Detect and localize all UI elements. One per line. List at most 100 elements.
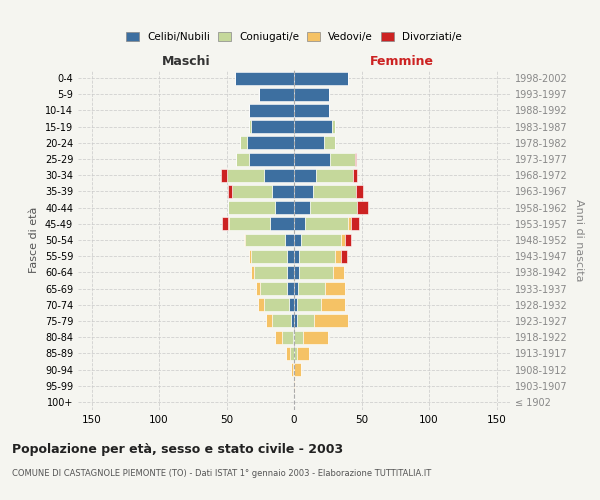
Bar [251, 266, 254, 279]
Bar [270, 218, 294, 230]
Bar [294, 120, 332, 133]
Bar [229, 218, 270, 230]
Bar [298, 282, 325, 295]
Bar [287, 282, 294, 295]
Bar [294, 298, 296, 311]
Bar [235, 72, 294, 85]
Bar [304, 330, 328, 344]
Bar [256, 282, 260, 295]
Bar [348, 218, 350, 230]
Bar [236, 152, 250, 166]
Bar [245, 234, 284, 246]
Y-axis label: Fasce di età: Fasce di età [29, 207, 39, 273]
Bar [324, 136, 335, 149]
Bar [254, 266, 287, 279]
Bar [228, 218, 229, 230]
Bar [223, 218, 228, 230]
Bar [294, 250, 299, 262]
Bar [287, 266, 294, 279]
Bar [294, 363, 301, 376]
Bar [265, 169, 294, 181]
Bar [310, 201, 358, 214]
Bar [294, 379, 295, 392]
Bar [282, 330, 293, 344]
Bar [275, 201, 294, 214]
Bar [251, 120, 294, 133]
Bar [346, 234, 350, 246]
Bar [350, 218, 359, 230]
Bar [286, 347, 290, 360]
Bar [325, 282, 346, 295]
Bar [331, 152, 355, 166]
Bar [335, 250, 341, 262]
Bar [294, 72, 348, 85]
Bar [250, 152, 294, 166]
Bar [294, 104, 329, 117]
Bar [291, 363, 293, 376]
Bar [257, 298, 265, 311]
Bar [294, 136, 324, 149]
Bar [275, 330, 282, 344]
Bar [228, 201, 275, 214]
Bar [250, 120, 251, 133]
Bar [294, 234, 301, 246]
Bar [272, 314, 292, 328]
Bar [294, 88, 329, 101]
Bar [247, 136, 294, 149]
Legend: Celibi/Nubili, Coniugati/e, Vedovi/e, Divorziati/e: Celibi/Nubili, Coniugati/e, Vedovi/e, Di… [122, 28, 466, 46]
Bar [240, 136, 247, 149]
Bar [299, 266, 333, 279]
Bar [358, 201, 368, 214]
Bar [294, 282, 298, 295]
Bar [294, 169, 316, 181]
Bar [294, 347, 296, 360]
Bar [260, 282, 287, 295]
Text: Popolazione per età, sesso e stato civile - 2003: Popolazione per età, sesso e stato civil… [12, 442, 343, 456]
Text: Femmine: Femmine [370, 56, 434, 68]
Bar [294, 314, 296, 328]
Bar [250, 104, 294, 117]
Bar [301, 234, 341, 246]
Text: Maschi: Maschi [161, 56, 211, 68]
Bar [299, 250, 335, 262]
Bar [284, 234, 294, 246]
Bar [266, 314, 272, 328]
Bar [259, 88, 294, 101]
Bar [355, 152, 356, 166]
Bar [221, 169, 227, 181]
Bar [290, 347, 294, 360]
Bar [314, 314, 348, 328]
Bar [316, 169, 353, 181]
Y-axis label: Anni di nascita: Anni di nascita [574, 198, 584, 281]
Bar [294, 152, 331, 166]
Bar [272, 185, 294, 198]
Bar [294, 330, 304, 344]
Bar [313, 185, 356, 198]
Bar [305, 218, 348, 230]
Bar [321, 298, 346, 311]
Bar [294, 185, 313, 198]
Bar [333, 266, 344, 279]
Bar [332, 120, 335, 133]
Bar [341, 234, 346, 246]
Bar [232, 185, 272, 198]
Bar [250, 250, 251, 262]
Bar [228, 185, 232, 198]
Bar [294, 266, 299, 279]
Bar [244, 234, 245, 246]
Bar [353, 169, 358, 181]
Bar [287, 250, 294, 262]
Bar [227, 169, 265, 181]
Bar [296, 314, 314, 328]
Bar [296, 298, 321, 311]
Bar [294, 218, 305, 230]
Bar [356, 185, 363, 198]
Bar [251, 250, 287, 262]
Bar [293, 330, 294, 344]
Bar [341, 250, 347, 262]
Bar [294, 201, 310, 214]
Bar [296, 347, 309, 360]
Bar [292, 314, 294, 328]
Bar [289, 298, 294, 311]
Bar [293, 363, 294, 376]
